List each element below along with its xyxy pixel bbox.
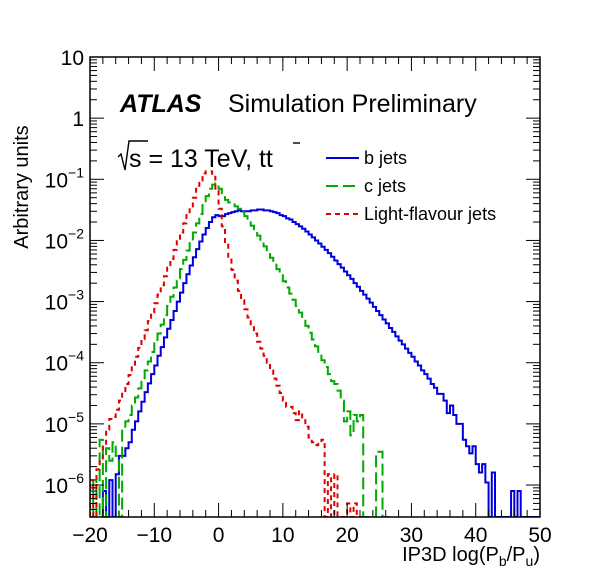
x-tick-labels: −20 −10 0 10 20 30 40 50 bbox=[72, 524, 551, 547]
energy-text: = 13 TeV, t bbox=[142, 145, 266, 173]
sqrt-symbol bbox=[117, 140, 148, 171]
legend-label-c-jets: c jets bbox=[364, 176, 406, 196]
series-layer bbox=[90, 170, 540, 517]
series-line-light-flavour-jets bbox=[90, 170, 364, 517]
plot-frame bbox=[89, 56, 541, 518]
y-tick-label: 10−6 bbox=[45, 470, 85, 498]
y-tick-label: 10−1 bbox=[45, 164, 85, 192]
y-tick-label: 10−3 bbox=[45, 287, 85, 315]
y-axis-title: Arbitrary units bbox=[11, 125, 33, 248]
x-axis-title: IP3D log(Pb/Pu) bbox=[402, 544, 540, 569]
energy-label: s = 13 TeV, tt bbox=[117, 140, 300, 173]
x-tick-label: 50 bbox=[528, 524, 551, 547]
y-tick-label: 1 bbox=[72, 108, 84, 131]
legend-label-light-jets: Light-flavour jets bbox=[364, 204, 496, 224]
energy-tbar: t bbox=[266, 145, 273, 173]
legend-label-b-jets: b jets bbox=[364, 148, 407, 168]
legend-item-c-jets: c jets bbox=[326, 176, 406, 196]
x-tick-label: −20 bbox=[72, 524, 108, 547]
y-tick-labels: 10 1 10−1 10−2 10−3 10−4 10−5 10−6 bbox=[45, 47, 85, 498]
series-line-c-jets bbox=[90, 182, 389, 517]
x-tick-label: −10 bbox=[136, 524, 172, 547]
y-tick-label: 10−5 bbox=[45, 409, 85, 437]
x-tick-label: 40 bbox=[464, 524, 487, 547]
legend-item-b-jets: b jets bbox=[326, 148, 407, 168]
ticks-layer bbox=[89, 56, 541, 518]
y-tick-label: 10−4 bbox=[45, 348, 85, 376]
y-tick-label: 10 bbox=[61, 47, 84, 70]
x-tick-label: 30 bbox=[400, 524, 423, 547]
svg-text:s = 13 TeV, tt: s = 13 TeV, tt bbox=[129, 145, 273, 173]
legend-item-light-jets: Light-flavour jets bbox=[326, 204, 496, 224]
atlas-label: ATLAS bbox=[119, 90, 202, 118]
series-line-b-jets bbox=[101, 208, 540, 517]
legend: b jets c jets Light-flavour jets bbox=[326, 148, 496, 224]
x-tick-label: 0 bbox=[213, 524, 225, 547]
x-tick-label: 20 bbox=[335, 524, 358, 547]
y-tick-label: 10−2 bbox=[45, 225, 85, 253]
energy-s: s bbox=[129, 145, 142, 173]
x-tick-label: 10 bbox=[271, 524, 294, 547]
simulation-preliminary-label: Simulation Preliminary bbox=[228, 90, 477, 118]
